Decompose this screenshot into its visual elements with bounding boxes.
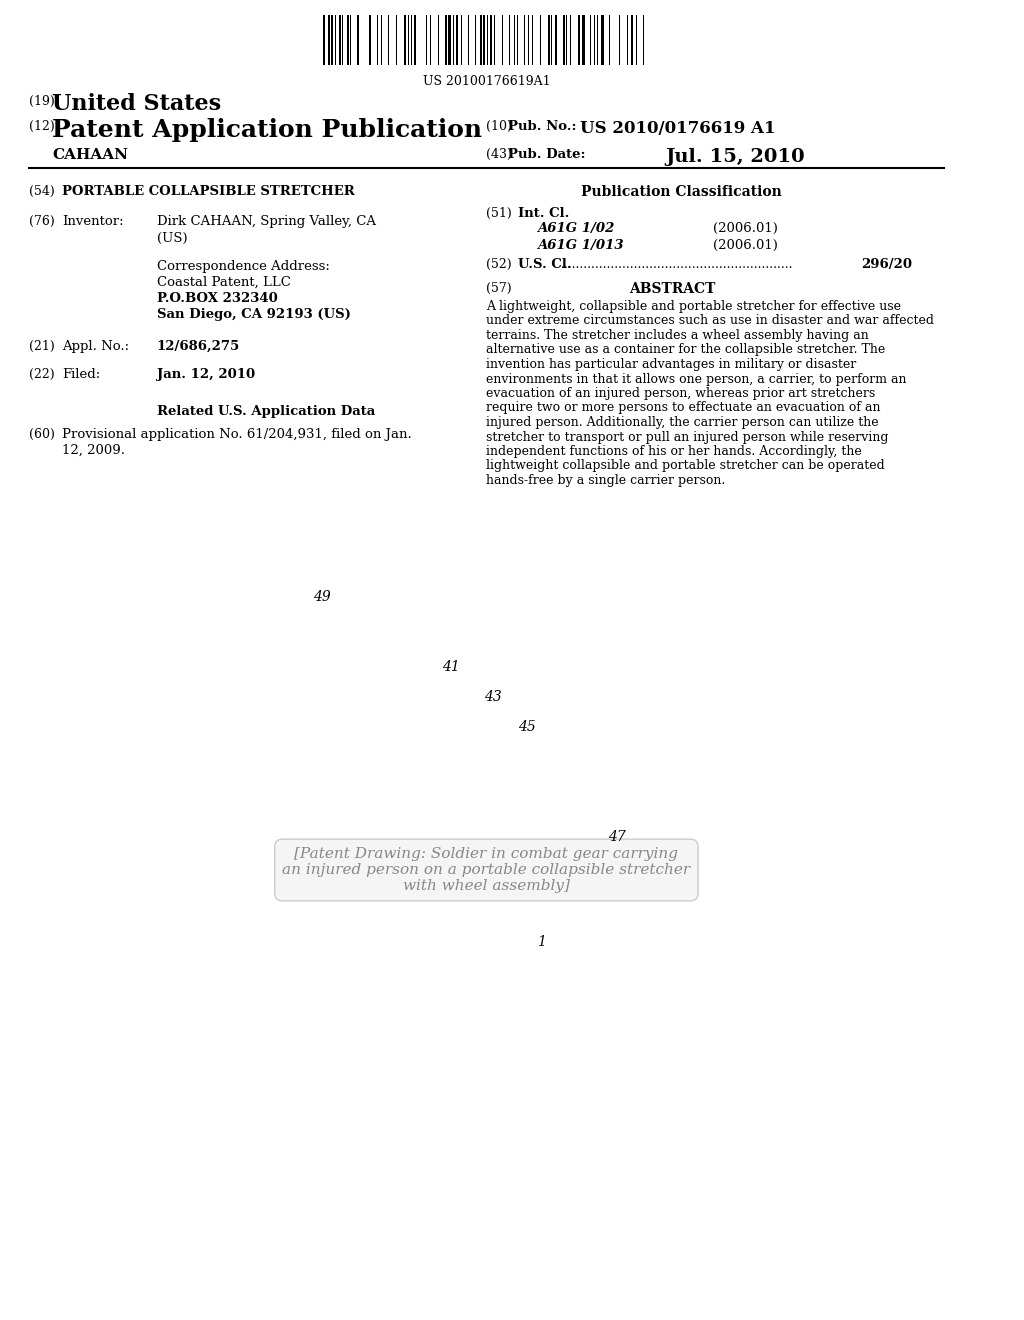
Text: Filed:: Filed: (61, 368, 100, 381)
Text: (2006.01): (2006.01) (713, 239, 777, 252)
Text: evacuation of an injured person, whereas prior art stretchers: evacuation of an injured person, whereas… (486, 387, 876, 400)
Text: Coastal Patent, LLC: Coastal Patent, LLC (157, 276, 291, 289)
Bar (328, 15, 330, 65)
Text: PORTABLE COLLAPSIBLE STRETCHER: PORTABLE COLLAPSIBLE STRETCHER (61, 185, 354, 198)
Text: Int. Cl.: Int. Cl. (518, 207, 569, 220)
Text: ABSTRACT: ABSTRACT (629, 282, 716, 296)
Bar (456, 15, 458, 65)
Bar (369, 15, 371, 65)
Text: 296/20: 296/20 (861, 257, 912, 271)
Bar (339, 15, 341, 65)
Text: P.O.BOX 232340: P.O.BOX 232340 (157, 292, 278, 305)
Text: Appl. No.:: Appl. No.: (61, 341, 129, 352)
Text: (12): (12) (29, 120, 54, 133)
Text: (2006.01): (2006.01) (713, 222, 777, 235)
Text: 41: 41 (441, 660, 460, 675)
Text: (76): (76) (29, 215, 54, 228)
Bar (555, 15, 557, 65)
Text: (54): (54) (29, 185, 54, 198)
Text: under extreme circumstances such as use in disaster and war affected: under extreme circumstances such as use … (486, 314, 935, 327)
Bar (449, 15, 452, 65)
Bar (631, 15, 633, 65)
Text: Publication Classification: Publication Classification (582, 185, 782, 199)
Text: alternative use as a container for the collapsible stretcher. The: alternative use as a container for the c… (486, 343, 886, 356)
Text: require two or more persons to effectuate an evacuation of an: require two or more persons to effectuat… (486, 401, 881, 414)
Text: US 2010/0176619 A1: US 2010/0176619 A1 (580, 120, 775, 137)
Text: (52): (52) (486, 257, 512, 271)
Text: United States: United States (52, 92, 221, 115)
Text: (60): (60) (29, 428, 54, 441)
Text: Pub. Date:: Pub. Date: (508, 148, 586, 161)
Text: injured person. Additionally, the carrier person can utilize the: injured person. Additionally, the carrie… (486, 416, 879, 429)
Bar (414, 15, 416, 65)
Text: Patent Application Publication: Patent Application Publication (52, 117, 482, 143)
Text: Related U.S. Application Data: Related U.S. Application Data (157, 405, 375, 418)
Text: ............................................................: ........................................… (560, 257, 793, 271)
Text: Pub. No.:: Pub. No.: (508, 120, 577, 133)
Text: 12, 2009.: 12, 2009. (61, 444, 125, 457)
Bar (482, 15, 484, 65)
Text: 49: 49 (313, 590, 331, 605)
Text: (US): (US) (157, 232, 187, 246)
Text: US 20100176619A1: US 20100176619A1 (423, 75, 550, 88)
Text: (10): (10) (486, 120, 512, 133)
Bar (331, 15, 333, 65)
Text: independent functions of his or her hands. Accordingly, the: independent functions of his or her hand… (486, 445, 862, 458)
Text: Provisional application No. 61/204,931, filed on Jan.: Provisional application No. 61/204,931, … (61, 428, 412, 441)
Text: environments in that it allows one person, a carrier, to perform an: environments in that it allows one perso… (486, 372, 907, 385)
Text: Inventor:: Inventor: (61, 215, 123, 228)
Text: (21): (21) (29, 341, 54, 352)
Bar (480, 15, 481, 65)
Text: Jan. 12, 2010: Jan. 12, 2010 (157, 368, 255, 381)
Text: 1: 1 (537, 935, 546, 949)
Text: lightweight collapsible and portable stretcher can be operated: lightweight collapsible and portable str… (486, 459, 885, 473)
Text: 47: 47 (608, 830, 626, 843)
Text: 12/686,275: 12/686,275 (157, 341, 240, 352)
Bar (444, 15, 447, 65)
Text: terrains. The stretcher includes a wheel assembly having an: terrains. The stretcher includes a wheel… (486, 329, 869, 342)
Bar (490, 15, 493, 65)
Text: stretcher to transport or pull an injured person while reserving: stretcher to transport or pull an injure… (486, 430, 889, 444)
Text: CAHAAN: CAHAAN (52, 148, 128, 162)
Bar (347, 15, 348, 65)
Text: [Patent Drawing: Soldier in combat gear carrying
an injured person on a portable: [Patent Drawing: Soldier in combat gear … (283, 847, 690, 894)
Text: Dirk CAHAAN, Spring Valley, CA: Dirk CAHAAN, Spring Valley, CA (157, 215, 376, 228)
Bar (548, 15, 550, 65)
Text: Jul. 15, 2010: Jul. 15, 2010 (665, 148, 805, 166)
Bar (357, 15, 359, 65)
Text: A lightweight, collapsible and portable stretcher for effective use: A lightweight, collapsible and portable … (486, 300, 901, 313)
Text: (22): (22) (29, 368, 54, 381)
Text: (51): (51) (486, 207, 512, 220)
Text: 43: 43 (484, 690, 502, 704)
Bar (601, 15, 604, 65)
Bar (323, 15, 325, 65)
Bar (578, 15, 581, 65)
Text: (43): (43) (486, 148, 512, 161)
Text: invention has particular advantages in military or disaster: invention has particular advantages in m… (486, 358, 857, 371)
Bar (403, 15, 406, 65)
Text: 45: 45 (518, 719, 536, 734)
Bar (563, 15, 565, 65)
Bar (583, 15, 585, 65)
Text: Correspondence Address:: Correspondence Address: (157, 260, 330, 273)
Text: A61G 1/02: A61G 1/02 (537, 222, 614, 235)
Text: (57): (57) (486, 282, 512, 294)
Text: (19): (19) (29, 95, 54, 108)
Text: A61G 1/013: A61G 1/013 (537, 239, 624, 252)
Text: San Diego, CA 92193 (US): San Diego, CA 92193 (US) (157, 308, 350, 321)
Text: hands-free by a single carrier person.: hands-free by a single carrier person. (486, 474, 726, 487)
Text: U.S. Cl.: U.S. Cl. (518, 257, 571, 271)
